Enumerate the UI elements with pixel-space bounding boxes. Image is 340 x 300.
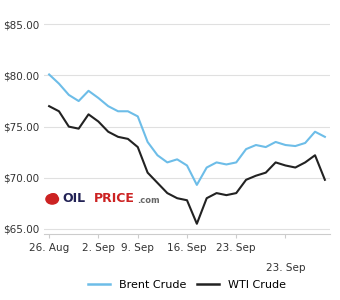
Circle shape (46, 194, 58, 204)
Text: .com: .com (137, 196, 160, 205)
Text: O: O (47, 192, 58, 205)
Legend: Brent Crude, WTI Crude: Brent Crude, WTI Crude (83, 276, 291, 294)
Text: PRICE: PRICE (94, 192, 135, 205)
Text: 23. Sep: 23. Sep (266, 262, 305, 273)
Text: OIL: OIL (63, 192, 86, 205)
